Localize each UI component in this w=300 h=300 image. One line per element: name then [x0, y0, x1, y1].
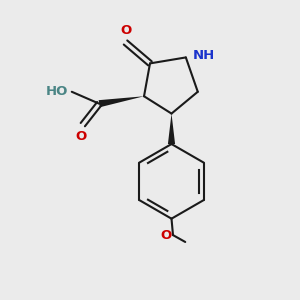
Text: O: O: [76, 130, 87, 143]
Text: HO: HO: [46, 85, 68, 98]
Text: O: O: [120, 23, 131, 37]
Text: NH: NH: [192, 49, 215, 62]
Text: O: O: [160, 229, 172, 242]
Polygon shape: [168, 114, 175, 144]
Polygon shape: [99, 96, 144, 107]
